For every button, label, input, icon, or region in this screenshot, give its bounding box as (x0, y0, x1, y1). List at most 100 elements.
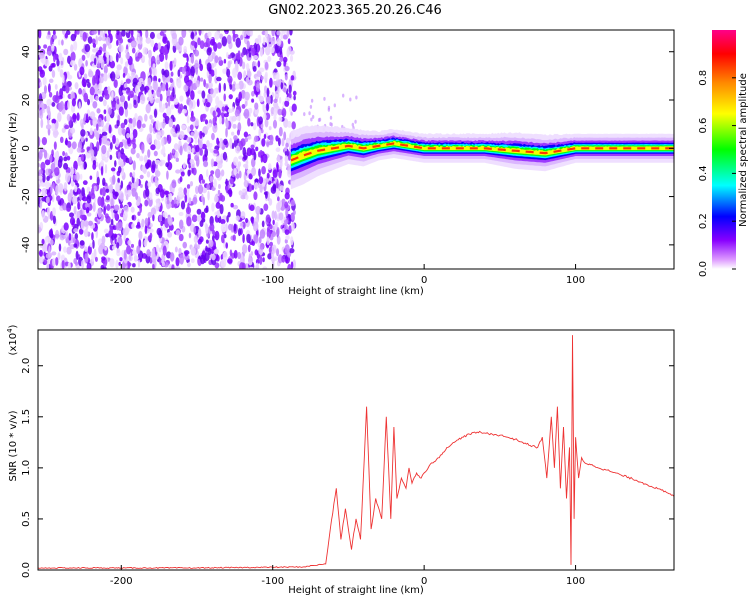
noise-speck (275, 147, 281, 153)
noise-speck (190, 161, 196, 169)
noise-speck (255, 262, 260, 269)
noise-speck (199, 63, 204, 72)
noise-speck (38, 66, 43, 72)
noise-speck (40, 254, 44, 263)
noise-speck (250, 217, 254, 224)
noise-speck (123, 205, 129, 213)
noise-speck (248, 257, 253, 262)
noise-speck (265, 45, 271, 56)
noise-speck (277, 108, 283, 116)
noise-speck (144, 113, 148, 122)
noise-speck (224, 30, 228, 33)
noise-speck (130, 41, 137, 47)
noise-speck (190, 66, 195, 77)
noise-speck (143, 154, 148, 164)
noise-speck (89, 243, 93, 248)
noise-speck (211, 202, 215, 212)
noise-speck (120, 180, 124, 189)
noise-speck (137, 259, 141, 268)
noise-speck (104, 246, 107, 251)
noise-speck (127, 136, 131, 145)
noise-speck (248, 52, 252, 58)
noise-speck (205, 37, 211, 48)
noise-speck (288, 84, 292, 94)
noise-speck (199, 147, 203, 156)
noise-speck (130, 147, 136, 155)
noise-speck (131, 47, 136, 54)
noise-speck (110, 167, 116, 172)
noise-speck (93, 73, 99, 84)
noise-speck (102, 32, 106, 42)
noise-speck (181, 108, 187, 114)
snr-x-ticks: -200 -100 0 100 (110, 565, 585, 587)
noise-speck (280, 32, 284, 40)
noise-speck (159, 93, 163, 102)
noise-speck (130, 206, 135, 213)
noise-speck (91, 231, 94, 241)
noise-speck (100, 119, 104, 128)
noise-speck (38, 224, 42, 234)
noise-speck (167, 217, 170, 223)
noise-speck (290, 111, 293, 116)
noise-speck (250, 251, 254, 256)
noise-speck (278, 212, 284, 221)
noise-speck (69, 217, 76, 226)
noise-speck (52, 257, 56, 267)
noise-speck (243, 155, 248, 161)
noise-speck (147, 149, 151, 158)
noise-speck (44, 236, 49, 244)
noise-speck (145, 37, 151, 44)
noise-speck (129, 132, 134, 141)
colorbar-tick-label: 0.4 (698, 165, 709, 181)
noise-speck (150, 55, 156, 66)
noise-speck (168, 192, 173, 203)
noise-speck (147, 77, 152, 86)
noise-speck (254, 182, 259, 190)
noise-speck (243, 179, 249, 188)
noise-speck (183, 187, 187, 196)
noise-speck (145, 30, 149, 39)
noise-speck (125, 78, 131, 84)
noise-speck (142, 55, 146, 61)
noise-speck (57, 65, 61, 72)
noise-speck (76, 112, 80, 121)
noise-speck (259, 229, 266, 239)
noise-speck (223, 82, 226, 92)
noise-speck (154, 170, 161, 177)
snr-exponent-label: (x104) (6, 324, 19, 355)
noise-speck (204, 119, 209, 125)
noise-speck (194, 59, 199, 70)
noise-speck (253, 234, 259, 244)
noise-speck (73, 63, 78, 71)
noise-speck (106, 203, 111, 212)
colorbar-tick-label: 0.8 (698, 70, 709, 86)
noise-speck (52, 34, 58, 40)
noise-speck (95, 95, 99, 101)
noise-speck (247, 135, 252, 140)
noise-speck (119, 257, 123, 262)
noise-speck (190, 258, 195, 264)
noise-speck (39, 243, 44, 248)
noise-speck (229, 178, 235, 185)
noise-speck (262, 257, 265, 263)
noise-speck (123, 232, 126, 242)
noise-speck (115, 52, 119, 63)
noise-speck (191, 214, 198, 223)
noise-speck (201, 30, 204, 35)
noise-speck (153, 75, 158, 83)
noise-speck (109, 258, 115, 268)
noise-speck (99, 76, 104, 84)
noise-speck (54, 95, 60, 104)
spectrogram-frame (37, 29, 675, 270)
noise-speck (82, 196, 88, 202)
noise-speck (233, 223, 237, 232)
noise-speck (132, 128, 138, 139)
noise-speck (116, 30, 120, 36)
noise-speck (158, 78, 161, 83)
noise-speck (225, 119, 229, 129)
noise-speck (278, 96, 282, 104)
noise-speck (73, 228, 79, 233)
noise-speck (129, 172, 133, 178)
noise-speck (233, 138, 238, 149)
